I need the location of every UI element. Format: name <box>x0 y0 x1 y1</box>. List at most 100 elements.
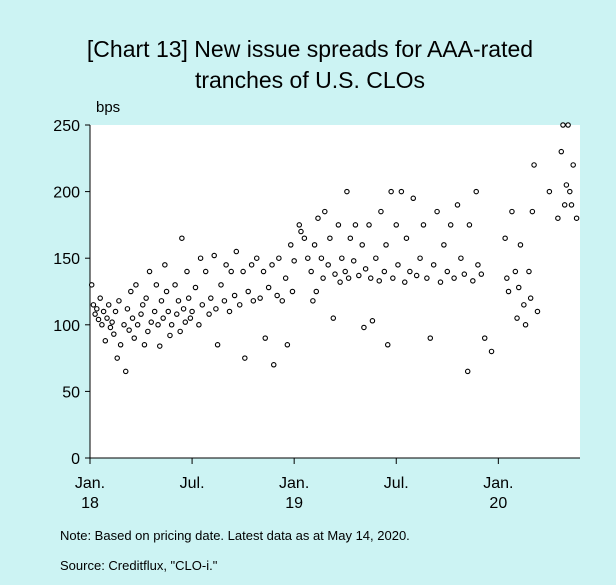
point <box>282 275 289 281</box>
point <box>393 222 399 228</box>
point <box>359 242 365 248</box>
point <box>94 306 100 312</box>
y-tick-label: 150 <box>53 251 80 268</box>
point <box>488 348 495 355</box>
point <box>330 315 337 321</box>
point <box>531 162 537 168</box>
point <box>561 202 568 208</box>
point <box>362 266 369 272</box>
point <box>231 292 238 299</box>
point <box>473 188 479 195</box>
point <box>155 322 161 328</box>
point <box>121 322 127 328</box>
point <box>345 275 352 281</box>
point <box>146 268 153 275</box>
x-tick-label: Jul. <box>384 475 409 492</box>
point <box>384 342 391 348</box>
point <box>279 298 286 304</box>
point <box>369 318 376 324</box>
point <box>114 355 120 361</box>
point <box>420 222 427 228</box>
point <box>260 268 267 275</box>
point <box>122 368 129 375</box>
point <box>430 262 437 268</box>
point <box>139 302 146 308</box>
point <box>245 288 251 295</box>
point <box>208 295 214 301</box>
x-tick-label: Jan. 18 <box>75 475 105 512</box>
point <box>95 316 102 323</box>
y-tick-label: 50 <box>62 384 80 401</box>
point <box>134 322 141 328</box>
point <box>335 222 342 228</box>
point <box>131 335 137 341</box>
point <box>153 282 160 288</box>
point <box>527 295 534 301</box>
point <box>447 222 454 228</box>
point <box>276 255 282 261</box>
point <box>534 308 541 315</box>
point <box>214 342 221 348</box>
point <box>163 288 170 295</box>
point <box>126 327 132 333</box>
point <box>475 262 481 268</box>
point <box>567 188 573 195</box>
point <box>308 268 314 275</box>
point <box>320 275 326 281</box>
point <box>218 282 224 288</box>
point <box>454 202 461 208</box>
point <box>555 215 561 221</box>
point <box>151 308 158 315</box>
note: Note: Based on pricing date. Latest data… <box>60 528 410 543</box>
point <box>226 308 233 315</box>
point <box>177 328 183 335</box>
point <box>138 311 144 317</box>
point <box>145 328 151 335</box>
y-tick-label: 0 <box>71 451 80 468</box>
point <box>356 272 362 279</box>
point <box>148 319 155 325</box>
point <box>403 235 410 241</box>
point <box>236 302 243 308</box>
point <box>424 275 430 281</box>
point <box>174 311 180 317</box>
point <box>546 188 553 195</box>
point <box>521 302 527 308</box>
point <box>199 302 206 308</box>
point <box>413 272 420 279</box>
point <box>390 275 396 281</box>
point <box>179 235 185 241</box>
point <box>383 242 389 248</box>
point <box>143 295 149 301</box>
point <box>248 262 255 268</box>
point <box>97 295 103 301</box>
point <box>305 255 311 261</box>
point <box>301 235 308 241</box>
point <box>515 284 522 291</box>
point <box>160 315 166 321</box>
point <box>417 255 423 261</box>
point <box>104 315 110 321</box>
point <box>352 222 359 228</box>
point <box>563 182 570 188</box>
point <box>310 298 316 304</box>
point <box>325 262 331 268</box>
point <box>332 271 338 277</box>
point <box>288 242 294 248</box>
point <box>158 298 165 304</box>
point <box>573 215 580 221</box>
point <box>504 275 510 281</box>
y-tick-label: 250 <box>53 118 80 135</box>
x-tick-label: Jan. 19 <box>279 475 309 512</box>
plot-area <box>90 125 580 458</box>
point <box>233 248 240 255</box>
point <box>221 298 228 304</box>
point <box>105 302 112 308</box>
point <box>461 271 468 277</box>
point <box>262 335 268 341</box>
point <box>141 342 148 348</box>
point <box>128 288 134 295</box>
point <box>291 258 297 264</box>
point <box>109 319 115 325</box>
